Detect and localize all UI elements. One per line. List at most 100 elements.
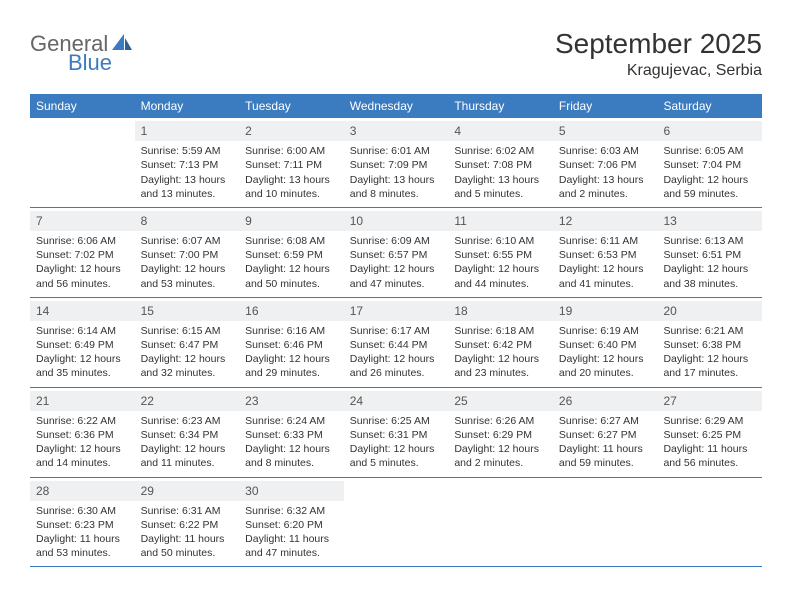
calendar-cell: 29Sunrise: 6:31 AMSunset: 6:22 PMDayligh… — [135, 478, 240, 567]
dayname-wednesday: Wednesday — [344, 94, 449, 118]
sunset-text: Sunset: 6:49 PM — [36, 338, 129, 352]
logo: General Blue — [30, 28, 134, 74]
daylight-text: Daylight: 13 hours and 13 minutes. — [141, 173, 234, 201]
calendar-cell-blank — [30, 118, 135, 207]
daylight-text: Daylight: 13 hours and 2 minutes. — [559, 173, 652, 201]
daylight-text: Daylight: 11 hours and 47 minutes. — [245, 532, 338, 560]
calendar-cell: 19 Sunrise: 6:19 AMSunset: 6:40 PMDayligh… — [553, 298, 658, 387]
sunset-text: Sunset: 6:46 PM — [245, 338, 338, 352]
sunrise-text: Sunrise: 6:14 AM — [36, 324, 129, 338]
sunset-text: Sunset: 7:02 PM — [36, 248, 129, 262]
week-row: 21Sunrise: 6:22 AMSunset: 6:36 PMDayligh… — [30, 388, 762, 478]
sunset-text: Sunset: 7:11 PM — [245, 158, 338, 172]
day-number: 20 — [657, 301, 762, 321]
sunrise-text: Sunrise: 6:26 AM — [454, 414, 547, 428]
daylight-text: Daylight: 12 hours and 44 minutes. — [454, 262, 547, 290]
sunset-text: Sunset: 6:44 PM — [350, 338, 443, 352]
day-number: 14 — [30, 301, 135, 321]
day-number: 28 — [30, 481, 135, 501]
dayname-sunday: Sunday — [30, 94, 135, 118]
sunset-text: Sunset: 6:29 PM — [454, 428, 547, 442]
daylight-text: Daylight: 12 hours and 38 minutes. — [663, 262, 756, 290]
dayname-row: SundayMondayTuesdayWednesdayThursdayFrid… — [30, 94, 762, 118]
sunset-text: Sunset: 7:00 PM — [141, 248, 234, 262]
calendar-cell: 10Sunrise: 6:09 AMSunset: 6:57 PMDayligh… — [344, 208, 449, 297]
calendar-cell: 1 Sunrise: 5:59 AMSunset: 7:13 PMDaylight… — [135, 118, 240, 207]
location-label: Kragujevac, Serbia — [555, 62, 762, 80]
sunset-text: Sunset: 6:47 PM — [141, 338, 234, 352]
daylight-text: Daylight: 12 hours and 23 minutes. — [454, 352, 547, 380]
daylight-text: Daylight: 12 hours and 47 minutes. — [350, 262, 443, 290]
sunrise-text: Sunrise: 6:03 AM — [559, 144, 652, 158]
day-number: 17 — [344, 301, 449, 321]
day-number: 18 — [448, 301, 553, 321]
calendar-cell: 18Sunrise: 6:18 AMSunset: 6:42 PMDayligh… — [448, 298, 553, 387]
daylight-text: Daylight: 12 hours and 5 minutes. — [350, 442, 443, 470]
dayname-saturday: Saturday — [657, 94, 762, 118]
sunset-text: Sunset: 6:22 PM — [141, 518, 234, 532]
sunrise-text: Sunrise: 6:15 AM — [141, 324, 234, 338]
day-number: 13 — [657, 211, 762, 231]
sunrise-text: Sunrise: 6:00 AM — [245, 144, 338, 158]
sunrise-text: Sunrise: 6:19 AM — [559, 324, 652, 338]
daylight-text: Daylight: 12 hours and 41 minutes. — [559, 262, 652, 290]
calendar-cell: 20 Sunrise: 6:21 AMSunset: 6:38 PMDayligh… — [657, 298, 762, 387]
sunrise-text: Sunrise: 6:16 AM — [245, 324, 338, 338]
day-number: 19 — [553, 301, 658, 321]
daylight-text: Daylight: 12 hours and 29 minutes. — [245, 352, 338, 380]
sunset-text: Sunset: 7:04 PM — [663, 158, 756, 172]
sunset-text: Sunset: 6:20 PM — [245, 518, 338, 532]
daylight-text: Daylight: 11 hours and 50 minutes. — [141, 532, 234, 560]
day-number: 1 — [135, 121, 240, 141]
calendar-cell: 21Sunrise: 6:22 AMSunset: 6:36 PMDayligh… — [30, 388, 135, 477]
day-number: 12 — [553, 211, 658, 231]
sunrise-text: Sunrise: 6:08 AM — [245, 234, 338, 248]
calendar-cell: 5Sunrise: 6:03 AMSunset: 7:06 PMDaylight… — [553, 118, 658, 207]
day-number: 30 — [239, 481, 344, 501]
daylight-text: Daylight: 13 hours and 5 minutes. — [454, 173, 547, 201]
sunset-text: Sunset: 6:27 PM — [559, 428, 652, 442]
calendar-cell: 24Sunrise: 6:25 AMSunset: 6:31 PMDayligh… — [344, 388, 449, 477]
page-title: September 2025 — [555, 28, 762, 60]
calendar-cell: 28Sunrise: 6:30 AMSunset: 6:23 PMDayligh… — [30, 478, 135, 567]
calendar-cell: 12Sunrise: 6:11 AMSunset: 6:53 PMDayligh… — [553, 208, 658, 297]
sunrise-text: Sunrise: 6:07 AM — [141, 234, 234, 248]
sunrise-text: Sunrise: 6:25 AM — [350, 414, 443, 428]
calendar-cell: 2Sunrise: 6:00 AMSunset: 7:11 PMDaylight… — [239, 118, 344, 207]
sunset-text: Sunset: 7:13 PM — [141, 158, 234, 172]
calendar-cell: 14Sunrise: 6:14 AMSunset: 6:49 PMDayligh… — [30, 298, 135, 387]
sunset-text: Sunset: 6:59 PM — [245, 248, 338, 262]
day-number: 4 — [448, 121, 553, 141]
daylight-text: Daylight: 12 hours and 20 minutes. — [559, 352, 652, 380]
daylight-text: Daylight: 13 hours and 8 minutes. — [350, 173, 443, 201]
sunset-text: Sunset: 6:38 PM — [663, 338, 756, 352]
day-number: 23 — [239, 391, 344, 411]
sunrise-text: Sunrise: 6:27 AM — [559, 414, 652, 428]
sunrise-text: Sunrise: 6:17 AM — [350, 324, 443, 338]
calendar-cell-blank — [553, 478, 658, 567]
sunrise-text: Sunrise: 6:13 AM — [663, 234, 756, 248]
calendar-cell: 7Sunrise: 6:06 AMSunset: 7:02 PMDaylight… — [30, 208, 135, 297]
sunset-text: Sunset: 7:09 PM — [350, 158, 443, 172]
day-number: 15 — [135, 301, 240, 321]
sunset-text: Sunset: 6:42 PM — [454, 338, 547, 352]
daylight-text: Daylight: 12 hours and 2 minutes. — [454, 442, 547, 470]
sunrise-text: Sunrise: 6:21 AM — [663, 324, 756, 338]
sunrise-text: Sunrise: 6:01 AM — [350, 144, 443, 158]
calendar-cell: 17Sunrise: 6:17 AMSunset: 6:44 PMDayligh… — [344, 298, 449, 387]
daylight-text: Daylight: 12 hours and 14 minutes. — [36, 442, 129, 470]
week-row: 28Sunrise: 6:30 AMSunset: 6:23 PMDayligh… — [30, 478, 762, 568]
day-number: 3 — [344, 121, 449, 141]
day-number: 10 — [344, 211, 449, 231]
sunrise-text: Sunrise: 6:11 AM — [559, 234, 652, 248]
sunset-text: Sunset: 6:40 PM — [559, 338, 652, 352]
day-number: 26 — [553, 391, 658, 411]
day-number: 6 — [657, 121, 762, 141]
sunrise-text: Sunrise: 6:32 AM — [245, 504, 338, 518]
sunset-text: Sunset: 7:06 PM — [559, 158, 652, 172]
daylight-text: Daylight: 12 hours and 17 minutes. — [663, 352, 756, 380]
sunrise-text: Sunrise: 5:59 AM — [141, 144, 234, 158]
daylight-text: Daylight: 12 hours and 32 minutes. — [141, 352, 234, 380]
calendar-cell: 3 Sunrise: 6:01 AMSunset: 7:09 PMDaylight… — [344, 118, 449, 207]
sunset-text: Sunset: 6:31 PM — [350, 428, 443, 442]
